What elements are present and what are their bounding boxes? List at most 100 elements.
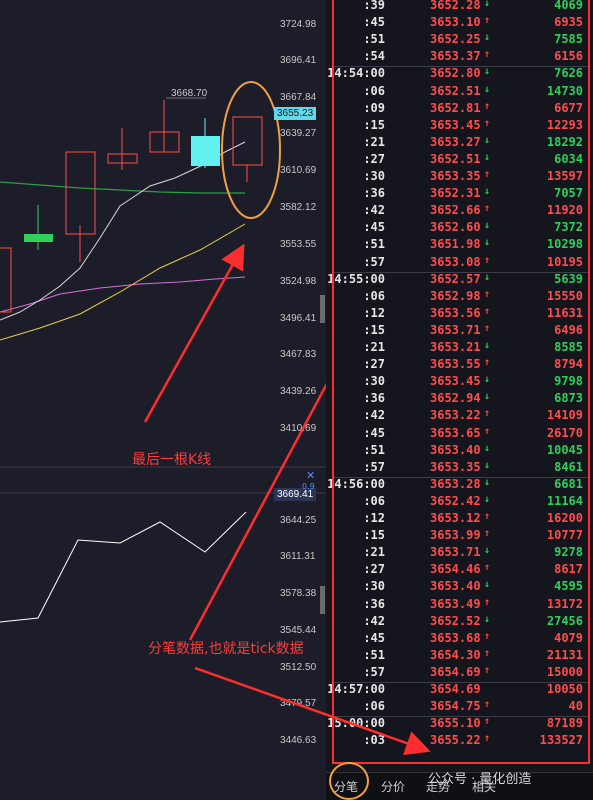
tick-row[interactable]: :21 3653.27 ↓ 18292	[326, 135, 593, 152]
tick-row[interactable]: :12 3653.12 ↑ 16200	[326, 511, 593, 528]
candle[interactable]	[24, 205, 53, 250]
axis-label: 3644.25	[280, 515, 317, 526]
tick-row[interactable]: 14:56:00 3653.28 ↓ 6681	[326, 477, 593, 494]
kline-chart[interactable]	[0, 0, 326, 799]
axis-label: 3667.84	[280, 92, 317, 103]
tick-row[interactable]: :39 3652.28 ↓ 4069	[326, 0, 593, 15]
tick-row[interactable]: 14:54:00 3652.80 ↓ 7626	[326, 66, 593, 83]
tick-row[interactable]: :36 3652.31 ↓ 7057	[326, 186, 593, 203]
arrow-down-icon: ↓	[484, 32, 491, 44]
tick-row[interactable]: :57 3653.08 ↑ 10195	[326, 255, 593, 272]
tick-row[interactable]: :15 3653.45 ↑ 12293	[326, 118, 593, 135]
tick-price: 3655.10	[430, 716, 481, 731]
tick-panel[interactable]: :39 3652.28 ↓ 4069:45 3653.10 ↑ 6935:51 3652.25…	[326, 0, 593, 772]
tick-row[interactable]: :51 3654.30 ↑ 21131	[326, 648, 593, 665]
tick-price: 3653.99	[430, 528, 481, 543]
tick-row[interactable]: :06 3652.42 ↓ 11164	[326, 494, 593, 511]
tick-row[interactable]: :51 3652.25 ↓ 7585	[326, 32, 593, 49]
tick-volume: 4595	[554, 579, 583, 594]
tick-row[interactable]: :45 3653.65 ↑ 26170	[326, 426, 593, 443]
arrow-down-icon: ↓	[484, 66, 491, 78]
tick-row[interactable]: :27 3654.46 ↑ 8617	[326, 562, 593, 579]
tick-row[interactable]: :15 3653.71 ↑ 6496	[326, 323, 593, 340]
axis-label: 3410.69	[280, 423, 317, 434]
tick-row[interactable]: :42 3652.52 ↓ 27456	[326, 614, 593, 631]
arrow-up-icon: ↑	[484, 322, 491, 334]
tick-row[interactable]: :30 3653.35 ↑ 13597	[326, 169, 593, 186]
tick-row[interactable]: :54 3653.37 ↑ 6156	[326, 49, 593, 66]
close-x-icon[interactable]: ✕	[306, 469, 316, 482]
tick-time: 14:54:00	[327, 66, 385, 81]
tick-row[interactable]: :06 3652.51 ↓ 14730	[326, 84, 593, 101]
tick-row[interactable]: :21 3653.21 ↓ 8585	[326, 340, 593, 357]
candle[interactable]	[149, 100, 180, 153]
scrollbar-handle[interactable]	[320, 586, 325, 614]
ma-green-line	[0, 181, 245, 194]
tick-time: :30	[363, 579, 385, 594]
arrow-up-icon: ↑	[484, 562, 491, 574]
arrow-up-icon: ↑	[484, 647, 491, 659]
tick-time: :15	[363, 117, 385, 132]
tick-time: :27	[363, 562, 385, 577]
annotation-tick-data: 分笔数据,也就是tick数据	[148, 641, 304, 657]
tick-highlight-frame	[332, 0, 590, 764]
tick-row[interactable]: :36 3653.49 ↑ 13172	[326, 597, 593, 614]
tick-time: :21	[363, 134, 385, 149]
candle[interactable]	[191, 118, 220, 168]
tick-separator	[332, 476, 590, 478]
candle[interactable]	[65, 151, 96, 262]
tick-row[interactable]: :51 3651.98 ↓ 10298	[326, 237, 593, 254]
tick-price: 3653.68	[430, 630, 481, 645]
tick-volume: 11920	[546, 203, 583, 218]
indicator-line	[0, 511, 247, 623]
tick-volume: 8617	[554, 562, 583, 577]
chart-panel[interactable]: 3668.70 3724.98 3696.41 3667.84 3655.23 …	[0, 0, 326, 799]
tab-price-distribution[interactable]: 分价	[381, 780, 406, 794]
arrow-down-icon: ↓	[484, 0, 491, 9]
tick-row[interactable]: :57 3653.35 ↓ 8461	[326, 460, 593, 477]
tick-volume: 9278	[554, 545, 583, 560]
tick-row[interactable]: 14:55:00 3652.57 ↓ 5639	[326, 272, 593, 289]
tick-volume: 87189	[546, 716, 583, 731]
tick-row[interactable]: :51 3653.40 ↓ 10045	[326, 443, 593, 460]
tick-row[interactable]: :06 3652.98 ↑ 15550	[326, 289, 593, 306]
tick-row[interactable]: :30 3653.45 ↓ 9798	[326, 374, 593, 391]
tick-row[interactable]: :36 3652.94 ↓ 6873	[326, 391, 593, 408]
tick-row[interactable]: :03 3655.22 ↑ 133527	[326, 733, 593, 750]
tick-row[interactable]: :27 3652.51 ↓ 6034	[326, 152, 593, 169]
tick-row[interactable]: :45 3653.10 ↑ 6935	[326, 15, 593, 32]
arrow-up-icon: ↑	[484, 699, 491, 711]
tick-row[interactable]: :42 3653.22 ↑ 14109	[326, 408, 593, 425]
arrow-up-icon: ↑	[484, 733, 491, 745]
arrow-down-icon: ↓	[484, 186, 491, 198]
tick-price: 3653.10	[430, 15, 481, 30]
last-candle-highlight	[221, 81, 281, 219]
axis-label: 3724.98	[280, 19, 317, 30]
tick-row[interactable]: :15 3653.99 ↑ 10777	[326, 528, 593, 545]
annotation-last-candle: 最后一根K线	[132, 452, 212, 468]
candle[interactable]	[0, 247, 12, 313]
last-candle[interactable]	[232, 116, 263, 182]
tab-related[interactable]: 相关	[472, 780, 497, 794]
tick-row[interactable]: :45 3652.60 ↓ 7372	[326, 220, 593, 237]
tick-price: 3652.25	[430, 32, 481, 47]
tick-row[interactable]: :21 3653.71 ↓ 9278	[326, 545, 593, 562]
tab-trend[interactable]: 走势	[426, 780, 451, 794]
arrow-down-icon: ↓	[484, 545, 491, 557]
tick-row[interactable]: :45 3653.68 ↑ 4079	[326, 631, 593, 648]
tick-time: :45	[363, 425, 385, 440]
tick-price: 3653.40	[430, 579, 481, 594]
tick-price: 3653.35	[430, 459, 481, 474]
tick-volume: 15550	[546, 288, 583, 303]
tick-row[interactable]: :27 3653.55 ↑ 8794	[326, 357, 593, 374]
axis-label: 3639.27	[280, 128, 317, 139]
arrow-up-icon: ↑	[484, 203, 491, 215]
tick-row[interactable]: :42 3652.66 ↑ 11920	[326, 203, 593, 220]
scrollbar-handle[interactable]	[320, 295, 325, 323]
tick-row[interactable]: :12 3653.56 ↑ 11631	[326, 306, 593, 323]
arrow-down-icon: ↓	[484, 83, 491, 95]
candle[interactable]	[107, 128, 138, 170]
tick-price: 3652.80	[430, 66, 481, 81]
tick-row[interactable]: :09 3652.81 ↑ 6677	[326, 101, 593, 118]
tick-row[interactable]: :30 3653.40 ↓ 4595	[326, 579, 593, 596]
